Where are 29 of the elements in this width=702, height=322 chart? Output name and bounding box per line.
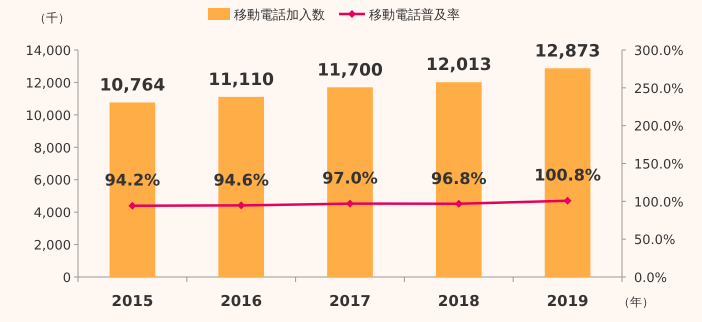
y-tick-label: 8,000	[34, 141, 71, 156]
data-label: 12,873	[534, 41, 600, 62]
x-tick-label: 2018	[438, 292, 480, 310]
y-tick-label: 0	[62, 271, 71, 286]
y-tick-label: 4,000	[34, 206, 71, 222]
y-axis-title: （千）	[34, 11, 70, 25]
y2-tick-label: 200.0%	[634, 120, 684, 135]
y2-tick-label: 300.0%	[634, 44, 684, 59]
x-tick-label: 2015	[112, 292, 154, 310]
x-axis-title: （年）	[618, 295, 654, 309]
x-tick-label: 2019	[546, 292, 588, 310]
legend-label: 移動電話加入数	[234, 8, 325, 23]
y2-tick-label: 150.0%	[634, 158, 684, 172]
y-tick-label: 6,000	[34, 174, 71, 189]
y-tick-label: 2,000	[34, 238, 71, 254]
y-tick-label: 14,000	[26, 44, 71, 59]
y-tick-label: 10,000	[26, 108, 71, 124]
data-label: 12,013	[426, 55, 492, 76]
data-label: 11,700	[317, 60, 383, 80]
data-label: 11,110	[208, 70, 274, 90]
x-tick-label: 2016	[220, 292, 262, 310]
x-tick-label: 2017	[329, 292, 371, 310]
y-tick-label: 12,000	[26, 76, 71, 92]
y2-tick-label: 250.0%	[634, 82, 684, 97]
y2-tick-label: 0.0%	[634, 271, 668, 286]
legend-label: 移動電話普及率	[369, 7, 460, 23]
data-label: 10,764	[100, 75, 166, 96]
y2-tick-label: 50.0%	[634, 233, 676, 248]
y2-tick-label: 100.0%	[634, 195, 684, 210]
